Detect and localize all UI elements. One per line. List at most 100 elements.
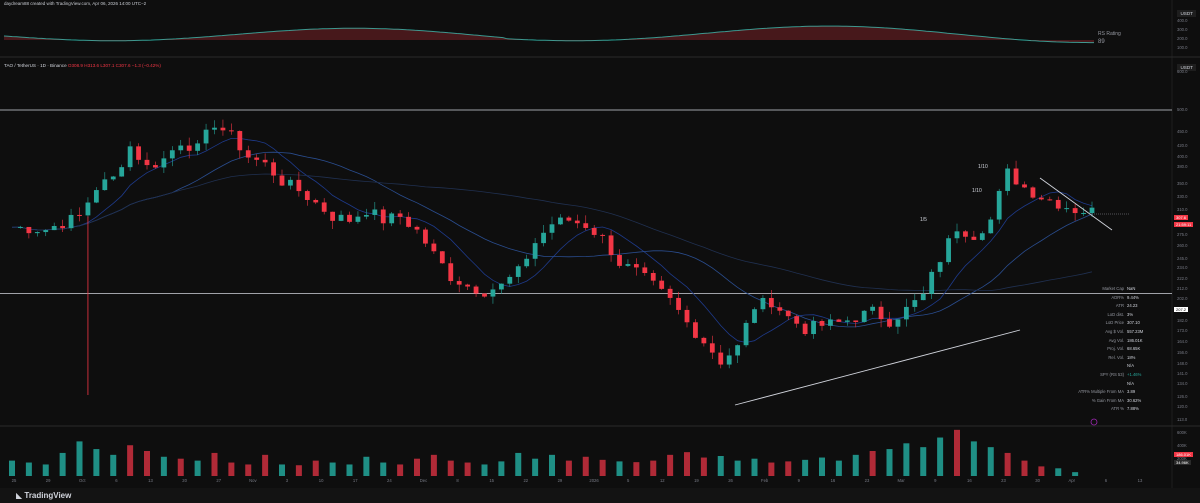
volume-bar: [1072, 472, 1079, 476]
volume-tag: 186.01K: [1174, 452, 1193, 457]
candle-body: [465, 284, 471, 287]
volume-bar: [380, 462, 387, 476]
y-tick-label: 202.0: [1177, 295, 1188, 301]
candle-body: [735, 345, 741, 356]
stat-label: % Gain From MA: [1091, 397, 1124, 403]
moving-average-2: [11, 173, 1093, 292]
candle-body: [161, 158, 167, 168]
y-tick-label: 450.0: [1177, 128, 1188, 134]
volume-bar: [279, 464, 285, 476]
candle-body: [574, 220, 580, 224]
candle-body: [1030, 187, 1036, 198]
candle-body: [549, 224, 555, 233]
candle-body: [937, 262, 943, 272]
candle-body: [380, 209, 386, 224]
candle-body: [676, 297, 681, 310]
candle-body: [498, 283, 504, 290]
candle-body: [93, 190, 99, 203]
candle-body: [68, 214, 74, 229]
volume-bar: [937, 437, 944, 476]
y-tick-label: 310.0: [1177, 206, 1188, 212]
candle-body: [929, 271, 935, 294]
x-tick-label: 23: [864, 478, 870, 483]
candle-body: [600, 234, 606, 236]
candle-body: [330, 211, 336, 221]
volume-bar: [110, 454, 117, 476]
candle-body: [102, 179, 108, 191]
candle-body: [18, 226, 23, 228]
candle-body: [448, 263, 454, 282]
y-tick-label: 234.0: [1177, 265, 1188, 271]
price-tag: 307.6: [1174, 215, 1189, 220]
annotation-label: 1/10: [978, 164, 988, 170]
candle-body: [245, 150, 251, 158]
candle-body: [853, 320, 859, 322]
volume-bar: [768, 462, 775, 476]
candle-body: [43, 230, 49, 233]
volume-tick-label: 400K: [1177, 443, 1187, 448]
candle-body: [895, 319, 901, 327]
stat-label: ATR %: [1111, 406, 1124, 412]
candle-body: [271, 162, 276, 176]
candle-body: [912, 300, 918, 307]
volume-bar: [954, 429, 960, 476]
x-tick-label: Oct: [78, 478, 86, 483]
candle-body: [507, 276, 513, 284]
stat-label: Proj. Vol.: [1107, 346, 1124, 352]
price-tag: 21:59:11: [1174, 222, 1194, 227]
candle-body: [313, 199, 319, 203]
candle-body: [760, 297, 766, 310]
stat-label: Avg Vol.: [1108, 337, 1124, 343]
candle-body: [304, 191, 310, 200]
stat-value: 557.23M: [1127, 329, 1144, 334]
volume-bar: [245, 464, 252, 476]
footer-bar: [0, 488, 1200, 503]
candle-body: [1081, 213, 1086, 215]
candle-body: [355, 216, 361, 222]
y-tick-label: 260.0: [1177, 243, 1188, 249]
candle-body: [971, 236, 977, 240]
stat-value: 18%: [1127, 354, 1136, 360]
stat-value: 9.44%: [1127, 294, 1139, 300]
rs-value: 89: [1098, 39, 1105, 45]
volume-bar: [920, 447, 927, 476]
candle-body: [591, 227, 597, 235]
x-tick-label: 15: [489, 478, 495, 483]
x-tick-label: 25: [11, 478, 17, 483]
stat-label: ADR%: [1111, 294, 1124, 300]
x-tick-label: Nov: [249, 478, 257, 483]
candle-body: [946, 238, 951, 263]
candle-body: [726, 355, 732, 365]
stat-value: N/A: [1127, 380, 1134, 386]
stat-label: Rel. Vol.: [1108, 354, 1124, 360]
x-tick-label: 19: [694, 478, 699, 483]
volume-bar: [633, 462, 640, 476]
volume-bar: [262, 454, 269, 476]
candle-body: [363, 214, 369, 217]
candle-body: [482, 293, 487, 297]
volume-bar: [160, 456, 167, 476]
volume-bar: [211, 452, 218, 476]
volume-bar: [363, 456, 370, 476]
volume-bar: [700, 457, 707, 476]
x-tick-label: 29: [45, 478, 51, 483]
candle-body: [1089, 207, 1095, 214]
volume-bar: [93, 449, 100, 476]
candle-body: [203, 129, 209, 144]
candle-body: [288, 179, 293, 186]
y-tick-label: 400.0: [1177, 153, 1188, 159]
candle-body: [321, 202, 327, 212]
candle-body: [1064, 208, 1070, 210]
volume-bar: [295, 465, 302, 476]
candle-body: [186, 145, 192, 151]
volume-bar: [481, 464, 488, 476]
candle-body: [212, 127, 217, 130]
volume-bar: [852, 454, 859, 476]
header-text: daydream88 created with TradingView.com,…: [4, 1, 147, 6]
brand-logo: ◣ TradingView: [16, 491, 72, 500]
stat-value: 24.23: [1127, 303, 1138, 309]
volume-bar: [42, 464, 49, 476]
candle-body: [338, 214, 344, 221]
x-tick-label: 13: [148, 478, 153, 483]
